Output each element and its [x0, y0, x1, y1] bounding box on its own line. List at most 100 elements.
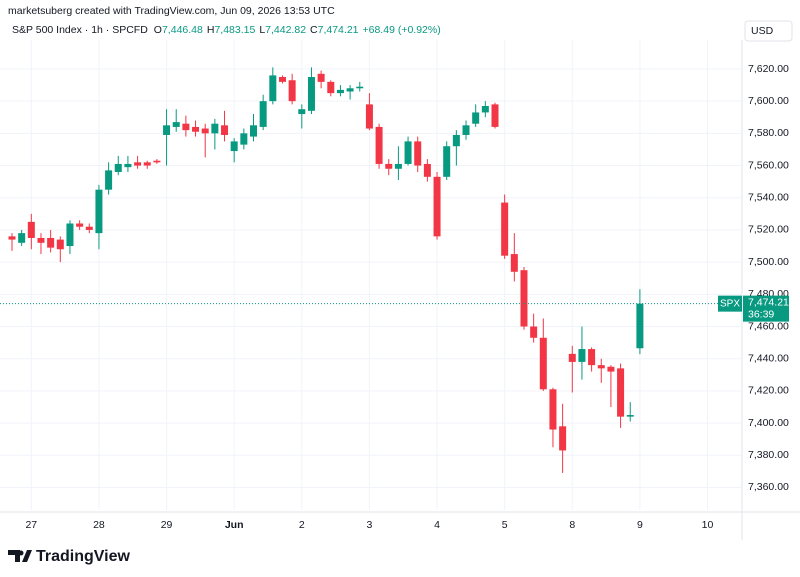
candle-body [76, 223, 84, 227]
x-tick-label: 5 [502, 519, 508, 531]
candle-body [530, 326, 538, 338]
x-tick-label: 9 [637, 519, 643, 531]
candle-body [549, 389, 557, 430]
x-tick-label: 3 [366, 519, 372, 531]
candle-body [588, 349, 596, 366]
candle-body [356, 86, 364, 89]
candle-body [559, 426, 567, 451]
logo-text: TradingView [36, 548, 131, 565]
candle-body [607, 366, 615, 372]
legend-key: L [259, 24, 265, 36]
legend-change: +68.49 (+0.92%) [363, 24, 441, 36]
y-tick-label: 7,580.00 [748, 127, 789, 139]
candle-body [501, 202, 509, 256]
candle-body [491, 104, 499, 127]
candle-body [597, 365, 605, 369]
candle-body [327, 81, 335, 94]
candle-body [365, 104, 373, 129]
y-tick-label: 7,460.00 [748, 320, 789, 332]
candle-body [250, 125, 257, 137]
candle-body [153, 160, 161, 163]
candle-body [539, 337, 547, 390]
candle-body [452, 134, 460, 147]
candle-body [95, 189, 103, 234]
y-tick-label: 7,380.00 [748, 449, 789, 461]
candle-body [269, 75, 277, 102]
x-tick-label: 4 [434, 519, 440, 531]
candle-body [636, 303, 644, 349]
legend-key: O [154, 24, 162, 36]
candle-body [221, 125, 229, 135]
candle-body [307, 77, 315, 111]
candle-body [114, 163, 122, 172]
y-tick-label: 7,540.00 [748, 192, 789, 204]
candle-body [394, 163, 402, 169]
x-tick-label: 10 [702, 519, 714, 531]
x-tick-label: 27 [25, 519, 37, 531]
currency: USD [751, 25, 774, 37]
candle-body [259, 101, 267, 127]
y-tick-label: 7,600.00 [748, 95, 789, 107]
candle-body [626, 415, 634, 417]
x-tick-label: 28 [93, 519, 105, 531]
y-tick-label: 7,400.00 [748, 417, 789, 429]
y-tick-label: 7,420.00 [748, 385, 789, 397]
candle-body [346, 88, 354, 92]
currency-box [744, 20, 793, 42]
candle-body [47, 237, 55, 248]
candle-body [433, 176, 441, 237]
candle-body [414, 141, 422, 166]
candle-body [85, 226, 93, 230]
y-tick-label: 7,360.00 [748, 481, 789, 493]
candle-body [230, 141, 238, 152]
candle-body [317, 73, 325, 82]
candle-body [617, 368, 625, 417]
candle-body [578, 349, 586, 362]
candle-body [288, 80, 296, 102]
candle-body [172, 122, 180, 127]
legend-value: 7,442.82 [265, 24, 306, 36]
candle-body [56, 239, 64, 250]
candle-body [375, 126, 383, 164]
logo: TradingView [8, 548, 131, 565]
candle-body [520, 270, 528, 327]
candle-body [201, 128, 209, 134]
legend-value: 7,483.15 [214, 24, 255, 36]
ohlc-legend: S&P 500 Index · 1h · SPCFD O7,446.48 H7,48… [12, 24, 441, 36]
candle-body [278, 77, 286, 82]
candle-body [568, 353, 576, 362]
candle-body [443, 146, 451, 177]
x-tick-label: 2 [299, 519, 305, 531]
logo-dot [18, 550, 24, 556]
logo-icon [8, 550, 32, 562]
candle-body [481, 105, 489, 113]
candle-body [462, 125, 470, 135]
candle-body [27, 221, 35, 238]
price-label-box [743, 295, 789, 322]
candle-body [37, 237, 45, 243]
candle-body [182, 123, 190, 131]
legend-value: 7,446.48 [162, 24, 203, 36]
candle-body [66, 223, 74, 247]
candle-body [18, 233, 26, 243]
candle-body [385, 163, 393, 169]
candle-body [8, 236, 16, 240]
y-tick-label: 7,500.00 [748, 256, 789, 268]
price-countdown: 36:39 [748, 308, 774, 320]
legend-key: C [310, 24, 318, 36]
x-tick-label: 29 [161, 519, 173, 531]
candle-body [124, 163, 132, 168]
legend-title: S&P 500 Index · 1h · SPCFD [12, 24, 148, 36]
candle-body [211, 123, 219, 134]
candle-body [143, 162, 151, 166]
candle-body [472, 112, 480, 124]
candle-body [105, 170, 113, 190]
candle-body [423, 163, 431, 177]
candle-body [404, 141, 412, 164]
y-tick-label: 7,520.00 [748, 224, 789, 236]
candle-body [510, 254, 518, 272]
y-tick-label: 7,560.00 [748, 159, 789, 171]
y-tick-label: 7,440.00 [748, 352, 789, 364]
